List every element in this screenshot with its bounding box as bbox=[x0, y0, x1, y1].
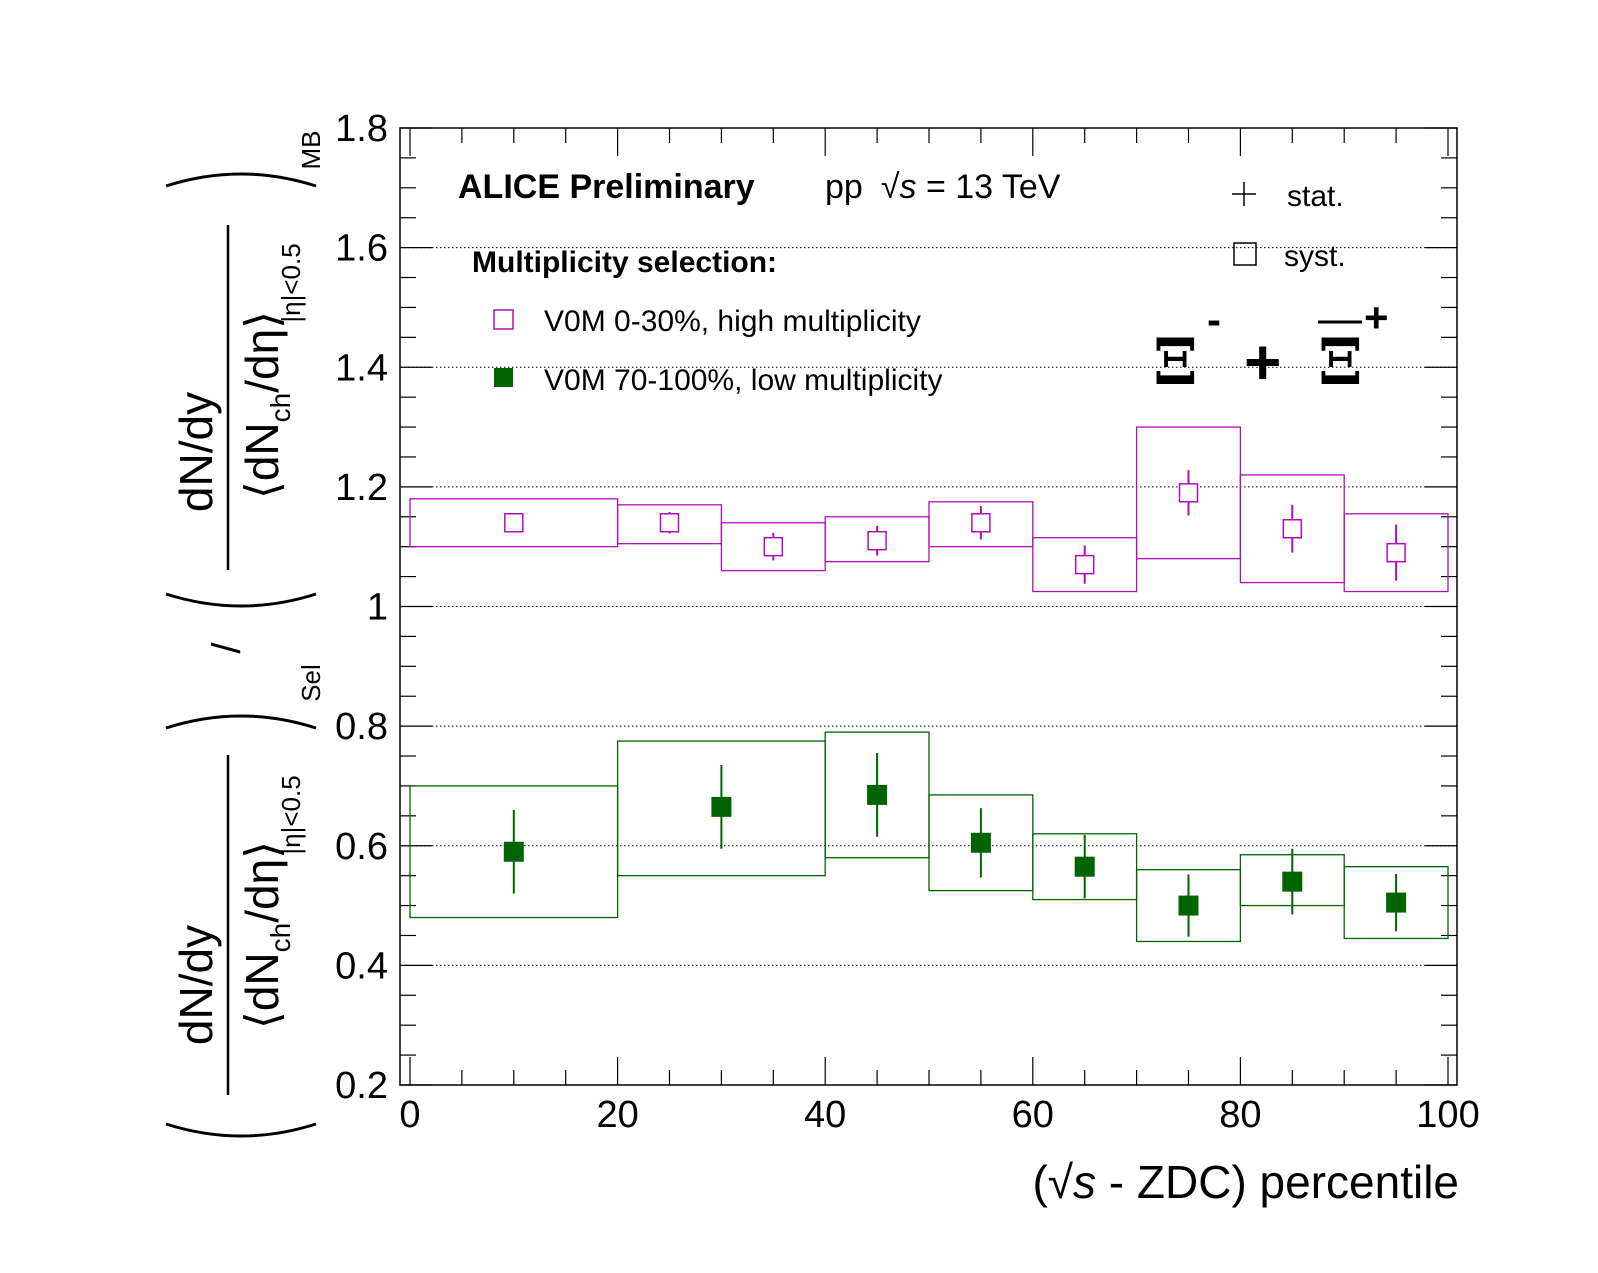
data-point-filled bbox=[1386, 892, 1407, 913]
y-lower-rbrack: ⟩ bbox=[236, 841, 288, 859]
data-point-filled bbox=[867, 784, 888, 805]
y-lower-eta-cut: |η|<0.5 bbox=[276, 775, 306, 854]
data-point-filled bbox=[1282, 871, 1303, 892]
x-tick-label: 100 bbox=[1416, 1094, 1479, 1136]
x-tick-label: 60 bbox=[1012, 1094, 1054, 1136]
x-tick-label: 20 bbox=[596, 1094, 638, 1136]
collision-system-label: pp √s = 13 TeV bbox=[825, 168, 1061, 206]
data-point-filled bbox=[970, 832, 991, 853]
xi-minus-symbol: Ξ bbox=[1153, 325, 1198, 400]
anti-xi-charge: + bbox=[1364, 294, 1389, 341]
y-tick-label: 1 bbox=[367, 587, 388, 629]
tick-labels: 0 20 40 60 80 100 0.2 0.4 0.6 0.8 1 1.2 1.4 1.6 1.8 bbox=[335, 108, 1480, 1136]
y-lower-paren-right bbox=[165, 714, 317, 730]
y-tick-label: 0.4 bbox=[335, 945, 388, 987]
data-point-open bbox=[659, 513, 680, 533]
data-point-open bbox=[971, 513, 991, 533]
y-upper-den-d: dN bbox=[236, 422, 288, 481]
stat-bars bbox=[512, 470, 1398, 937]
syst-box bbox=[1032, 537, 1138, 593]
y-upper-lbrack: ⟨ bbox=[236, 481, 288, 499]
x-tick-label: 0 bbox=[399, 1094, 420, 1136]
particle-label: Ξ - + Ξ + bbox=[1153, 294, 1389, 400]
data-point-open bbox=[504, 513, 524, 533]
y-upper-den-ch: ch bbox=[265, 393, 296, 423]
data-point-filled bbox=[503, 841, 524, 862]
x-title-sqrt: √ bbox=[1048, 1156, 1074, 1208]
system-s: s bbox=[900, 168, 917, 206]
data-point-open bbox=[763, 536, 784, 557]
data-point-filled bbox=[1074, 856, 1095, 877]
y-lower-den-ch: ch bbox=[265, 923, 296, 953]
y-tick-label: 0.2 bbox=[335, 1065, 388, 1107]
y-upper-sub-mb: MB bbox=[296, 131, 326, 170]
syst-legend-box bbox=[1233, 242, 1257, 266]
syst-box bbox=[1343, 866, 1449, 940]
syst-box bbox=[928, 501, 1034, 548]
grid bbox=[400, 247, 1457, 966]
y-tick-label: 1.2 bbox=[335, 467, 388, 509]
y-tick-label: 1.4 bbox=[335, 347, 388, 389]
syst-legend-label: syst. bbox=[1284, 240, 1346, 273]
y-tick-label: 1.6 bbox=[335, 228, 388, 270]
y-upper-paren-right bbox=[165, 172, 317, 188]
xi-minus-charge: - bbox=[1207, 296, 1221, 343]
y-tick-label: 0.6 bbox=[335, 826, 388, 868]
particle-plus-sign: + bbox=[1244, 326, 1281, 398]
data-point-open bbox=[1282, 518, 1303, 539]
data-point-open bbox=[867, 530, 887, 551]
x-axis-title: (√s - ZDC) percentile bbox=[1032, 1156, 1459, 1208]
system-energy: = 13 TeV bbox=[917, 168, 1061, 206]
legend-high-label: V0M 0-30%, high multiplicity bbox=[544, 305, 921, 338]
syst-box bbox=[1032, 833, 1138, 901]
data-point-filled bbox=[1178, 895, 1199, 916]
syst-box bbox=[1343, 513, 1449, 593]
legend-title: Multiplicity selection: bbox=[472, 246, 777, 279]
data-point-open bbox=[1178, 483, 1199, 503]
y-lower-den-d: dN bbox=[236, 952, 288, 1011]
x-title-prefix: ( bbox=[1032, 1156, 1048, 1208]
x-title-suffix: - ZDC) percentile bbox=[1096, 1156, 1459, 1208]
x-tick-label: 80 bbox=[1219, 1094, 1261, 1136]
markers bbox=[503, 483, 1407, 916]
legend-high-marker bbox=[493, 309, 514, 330]
y-lower-den-eta: /dη bbox=[236, 859, 288, 923]
y-divide-slash: / bbox=[205, 642, 249, 654]
ticks bbox=[400, 127, 1457, 1086]
stat-legend-label: stat. bbox=[1287, 180, 1344, 213]
x-tick-label: 40 bbox=[804, 1094, 846, 1136]
y-upper-paren-left bbox=[165, 592, 317, 608]
x-title-s: s bbox=[1073, 1156, 1096, 1208]
legend-low-marker bbox=[494, 368, 513, 387]
y-upper-den-eta: /dη bbox=[236, 329, 288, 393]
data-point-open bbox=[1074, 554, 1095, 575]
system-label: pp bbox=[825, 168, 863, 206]
y-tick-label: 0.8 bbox=[335, 706, 388, 748]
legend-low-label: V0M 70-100%, low multiplicity bbox=[544, 364, 942, 397]
y-upper-denominator: ⟨dNch/dη⟩ bbox=[236, 311, 296, 499]
syst-boxes bbox=[409, 426, 1449, 943]
y-tick-label: 1.8 bbox=[335, 108, 388, 150]
y-upper-rbrack: ⟩ bbox=[236, 311, 288, 329]
y-lower-sub-sel: Sel bbox=[296, 664, 326, 702]
y-lower-paren-left bbox=[165, 1122, 317, 1138]
y-upper-numerator: dN/dy bbox=[170, 392, 222, 512]
anti-xi-symbol: Ξ bbox=[1318, 325, 1363, 400]
y-lower-lbrack: ⟨ bbox=[236, 1011, 288, 1029]
y-axis-title: dN/dy ⟨dNch/dη⟩ |η|<0.5 Sel / dN/dy ⟨dNc… bbox=[165, 131, 326, 1138]
system-sqrt: √ bbox=[881, 168, 900, 206]
y-lower-numerator: dN/dy bbox=[170, 925, 222, 1045]
experiment-label: ALICE Preliminary bbox=[458, 168, 755, 206]
data-point-open bbox=[1386, 542, 1406, 563]
y-lower-denominator: ⟨dNch/dη⟩ bbox=[236, 841, 296, 1029]
data-point-filled bbox=[711, 796, 732, 817]
y-upper-eta-cut: |η|<0.5 bbox=[276, 243, 306, 322]
